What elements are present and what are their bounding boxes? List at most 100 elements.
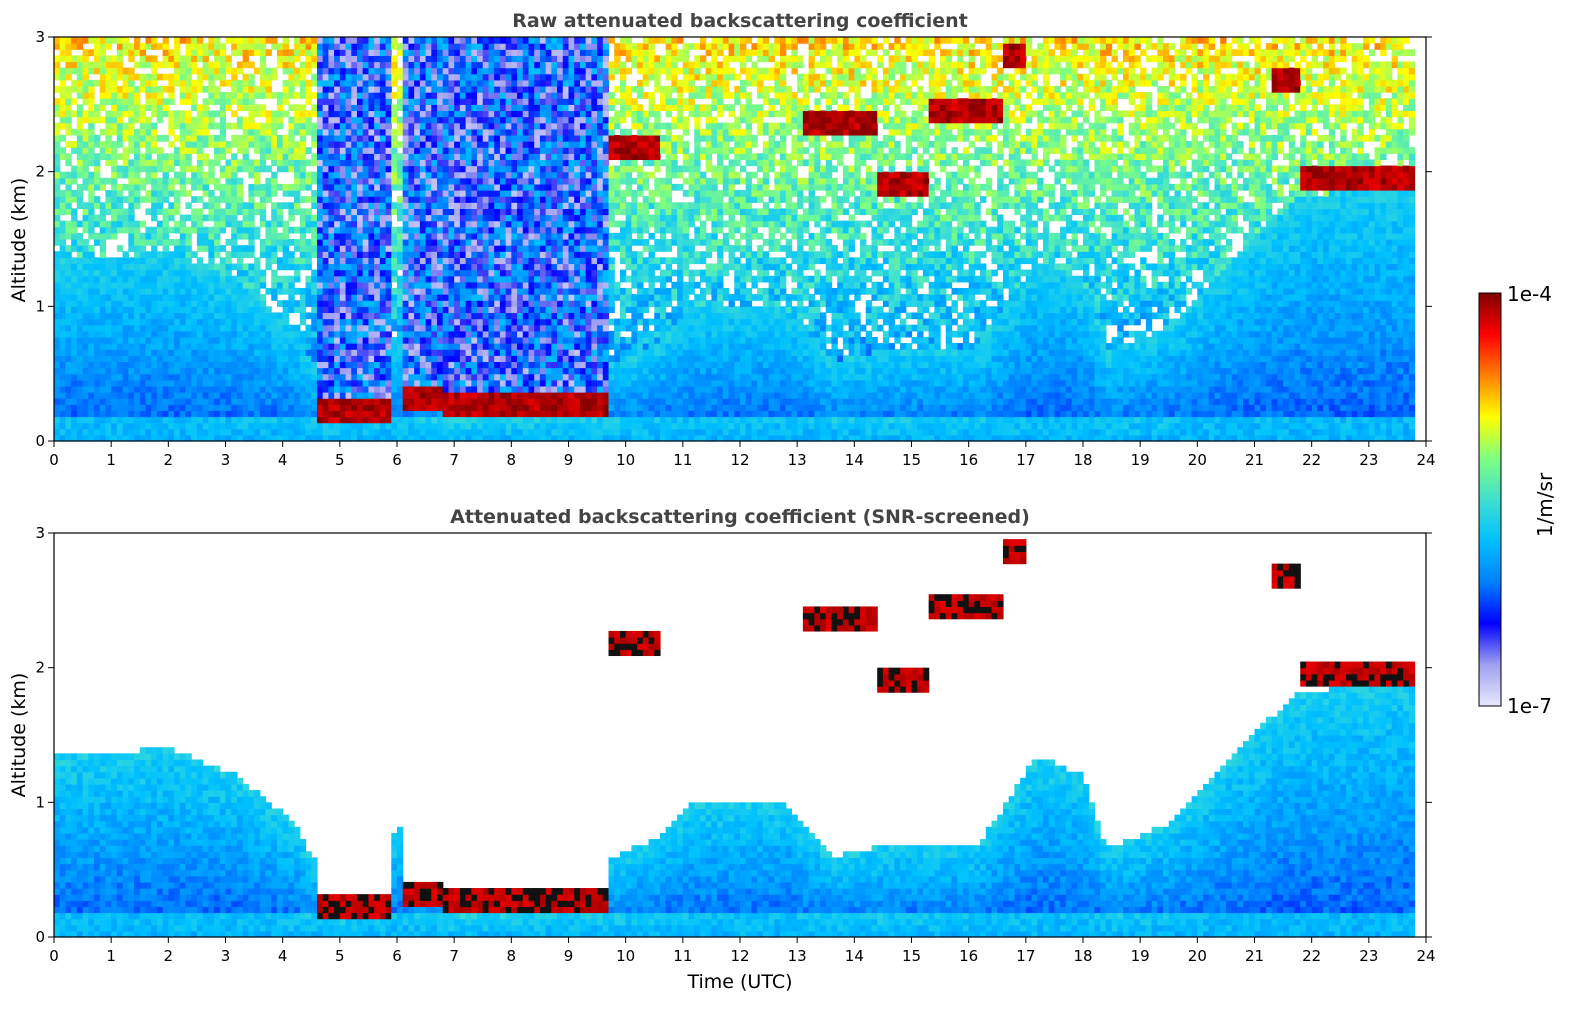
heatmap-cell xyxy=(174,380,180,387)
heatmap-cell xyxy=(163,392,169,399)
heatmap-cell xyxy=(197,337,203,344)
heatmap-cell xyxy=(185,257,191,264)
heatmap-cell xyxy=(100,74,106,81)
heatmap-cell xyxy=(203,239,209,246)
heatmap-cell xyxy=(180,61,186,68)
heatmap-cell xyxy=(191,215,197,222)
heatmap-cell xyxy=(134,380,140,387)
heatmap-cell xyxy=(100,49,106,56)
heatmap-cell xyxy=(111,233,117,240)
heatmap-cell xyxy=(105,325,111,332)
heatmap-cell xyxy=(191,86,197,93)
heatmap-cell xyxy=(128,227,134,234)
heatmap-cell xyxy=(77,251,83,258)
heatmap-cell xyxy=(185,349,191,356)
heatmap-cell xyxy=(197,245,203,252)
heatmap-cell xyxy=(100,410,106,417)
heatmap-cell xyxy=(185,166,191,173)
heatmap-cell xyxy=(134,337,140,344)
raw-panel-title: Raw attenuated backscattering coefficien… xyxy=(512,10,968,32)
heatmap-cell xyxy=(60,196,66,203)
heatmap-cell xyxy=(111,349,117,356)
heatmap-cell xyxy=(123,349,129,356)
heatmap-cell xyxy=(174,410,180,417)
heatmap-cell xyxy=(117,392,123,399)
heatmap-cell xyxy=(174,404,180,411)
heatmap-cell xyxy=(134,190,140,197)
heatmap-cell xyxy=(163,282,169,289)
heatmap-cell xyxy=(117,368,123,375)
heatmap-cell xyxy=(185,129,191,136)
heatmap-cell xyxy=(197,86,203,93)
heatmap-cell xyxy=(197,319,203,326)
heatmap-cell xyxy=(197,374,203,381)
heatmap-cell xyxy=(123,398,129,405)
heatmap-cell xyxy=(191,251,197,258)
heatmap-cell xyxy=(163,374,169,381)
heatmap-cell xyxy=(100,239,106,246)
heatmap-cell xyxy=(83,110,89,117)
heatmap-cell xyxy=(105,368,111,375)
heatmap-cell xyxy=(174,178,180,185)
heatmap-cell xyxy=(174,282,180,289)
heatmap-cell xyxy=(77,117,83,124)
heatmap-cell xyxy=(197,178,203,185)
heatmap-cell xyxy=(168,215,174,222)
heatmap-cell xyxy=(180,117,186,124)
heatmap-cell xyxy=(197,380,203,387)
heatmap-cell xyxy=(54,251,60,258)
heatmap-cell xyxy=(168,282,174,289)
heatmap-cell xyxy=(191,49,197,56)
heatmap-cell xyxy=(117,92,123,99)
heatmap-cell xyxy=(151,227,157,234)
heatmap-cell xyxy=(111,98,117,105)
heatmap-cell xyxy=(185,319,191,326)
heatmap-cell xyxy=(94,270,100,277)
heatmap-cell xyxy=(94,288,100,295)
heatmap-cell xyxy=(71,429,77,436)
heatmap-cell xyxy=(88,380,94,387)
heatmap-cell xyxy=(145,135,151,142)
heatmap-cell xyxy=(88,325,94,332)
heatmap-cell xyxy=(145,123,151,130)
heatmap-cell xyxy=(185,337,191,344)
heatmap-cell xyxy=(197,117,203,124)
heatmap-cell xyxy=(117,135,123,142)
heatmap-cell xyxy=(185,74,191,81)
heatmap-cell xyxy=(185,227,191,234)
heatmap-cell xyxy=(105,55,111,62)
heatmap-cell xyxy=(168,312,174,319)
heatmap-cell xyxy=(54,392,60,399)
heatmap-cell xyxy=(88,386,94,393)
heatmap-cell xyxy=(180,92,186,99)
heatmap-cell xyxy=(100,404,106,411)
heatmap-cell xyxy=(94,343,100,350)
heatmap-cell xyxy=(163,349,169,356)
heatmap-cell xyxy=(140,129,146,136)
lidar-figure: Raw attenuated backscattering coefficien… xyxy=(0,0,1595,1020)
heatmap-cell xyxy=(100,288,106,295)
heatmap-cell xyxy=(117,110,123,117)
heatmap-cell xyxy=(185,331,191,338)
heatmap-cell xyxy=(174,368,180,375)
heatmap-cell xyxy=(145,392,151,399)
heatmap-cell xyxy=(180,68,186,75)
heatmap-cell xyxy=(163,227,169,234)
heatmap-cell xyxy=(77,306,83,313)
heatmap-cell xyxy=(111,410,117,417)
heatmap-cell xyxy=(163,208,169,215)
heatmap-cell xyxy=(88,92,94,99)
heatmap-cell xyxy=(174,423,180,430)
heatmap-cell xyxy=(128,325,134,332)
heatmap-cell xyxy=(191,398,197,405)
heatmap-cell xyxy=(203,429,209,436)
heatmap-cell xyxy=(83,294,89,301)
heatmap-cell xyxy=(54,147,60,154)
heatmap-cell xyxy=(157,43,163,50)
heatmap-cell xyxy=(83,270,89,277)
heatmap-cell xyxy=(60,355,66,362)
heatmap-cell xyxy=(134,288,140,295)
heatmap-cell xyxy=(134,257,140,264)
heatmap-cell xyxy=(71,166,77,173)
heatmap-cell xyxy=(71,80,77,87)
